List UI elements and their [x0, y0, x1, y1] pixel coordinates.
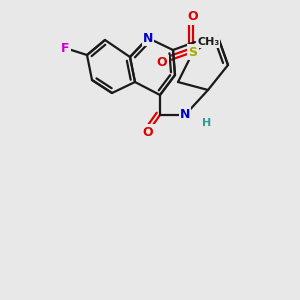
Text: N: N — [180, 109, 190, 122]
Text: F: F — [61, 41, 69, 55]
Text: N: N — [143, 32, 153, 44]
Text: H: H — [202, 118, 211, 128]
Text: CH₃: CH₃ — [197, 37, 219, 47]
Text: O: O — [157, 56, 167, 70]
Text: O: O — [143, 125, 153, 139]
Text: S: S — [188, 46, 197, 59]
Text: O: O — [188, 11, 198, 23]
